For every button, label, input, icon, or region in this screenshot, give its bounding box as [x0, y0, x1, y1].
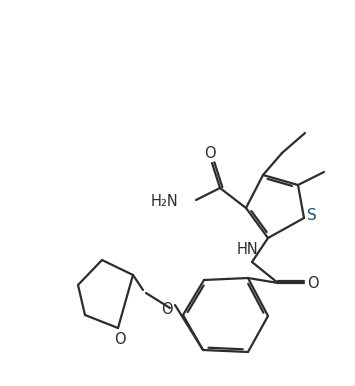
Text: O: O	[204, 146, 216, 161]
Text: O: O	[307, 276, 319, 291]
Text: HN: HN	[236, 242, 258, 257]
Text: S: S	[307, 208, 317, 223]
Text: O: O	[161, 301, 173, 317]
Text: O: O	[114, 332, 126, 347]
Text: H₂N: H₂N	[150, 195, 178, 210]
